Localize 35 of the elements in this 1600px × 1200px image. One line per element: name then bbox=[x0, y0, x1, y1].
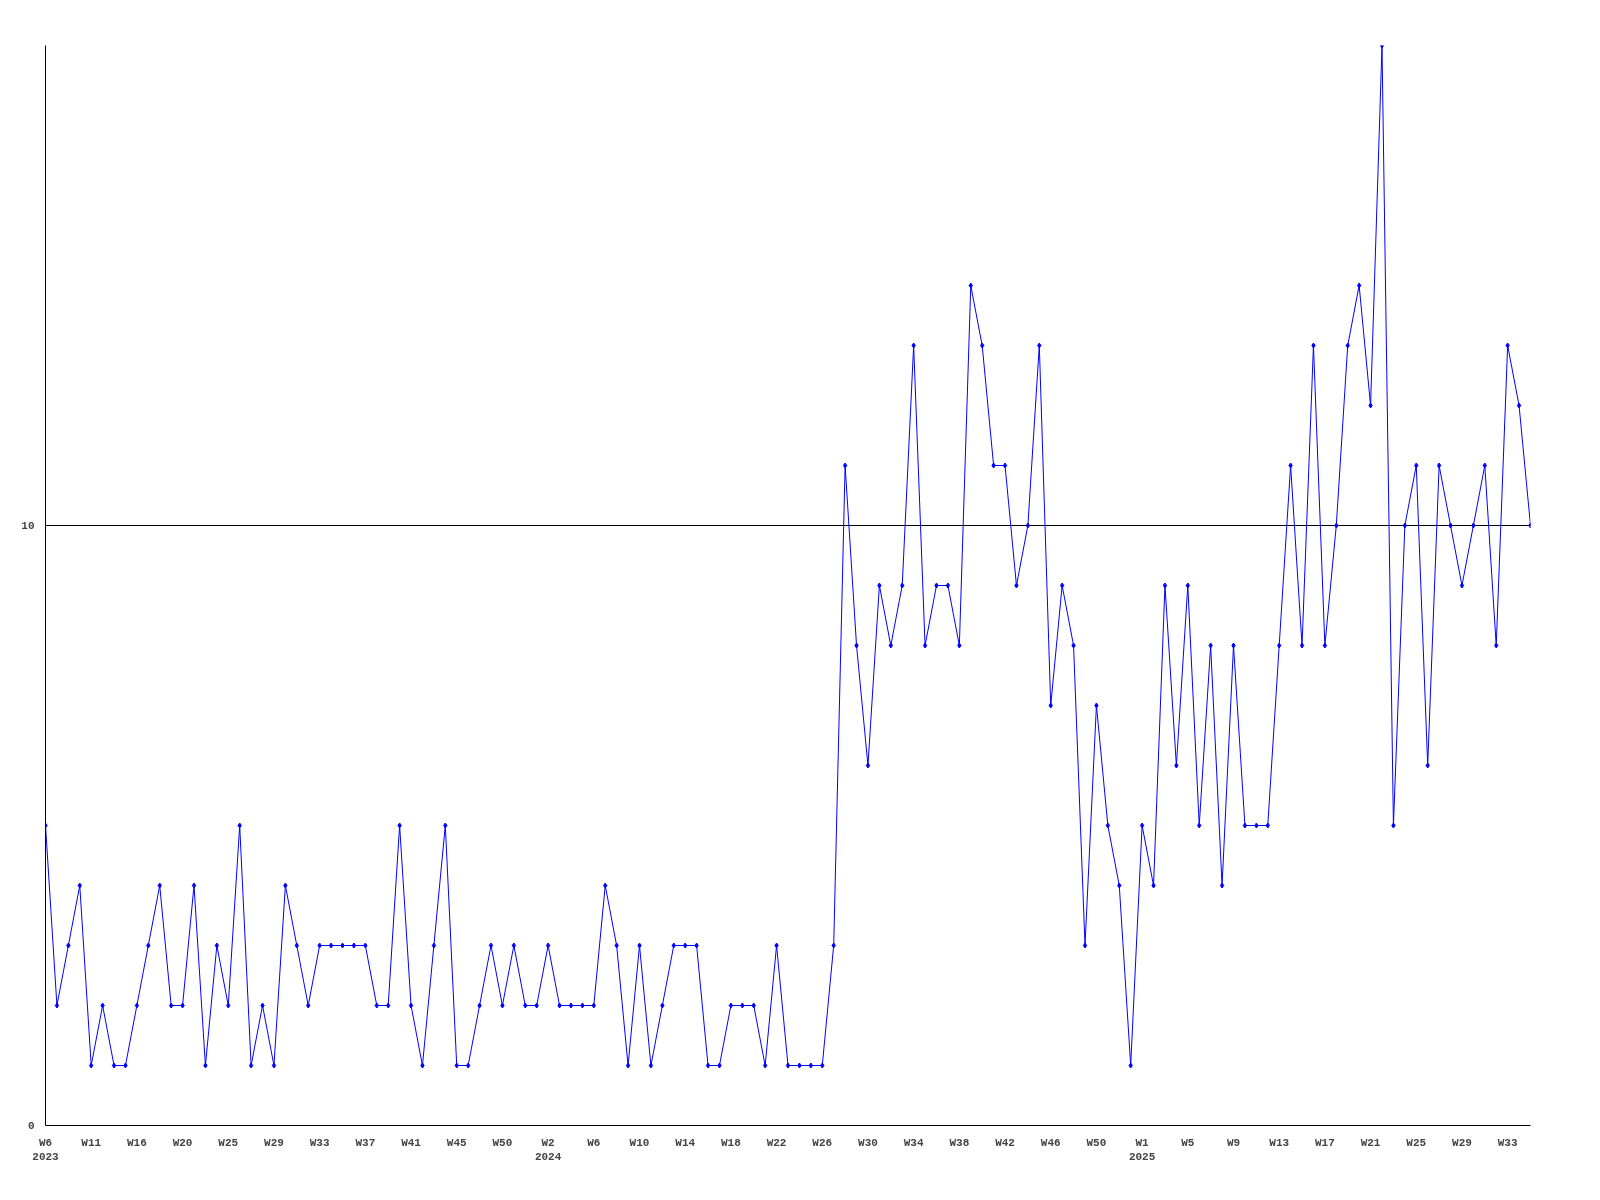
x-tick-label: W20 bbox=[172, 1136, 193, 1149]
x-tick-label: W21 bbox=[1360, 1136, 1381, 1149]
x-tick-label: W37 bbox=[355, 1136, 376, 1149]
x-tick-label: W30 bbox=[858, 1136, 878, 1149]
y-tick-label: 10 bbox=[21, 520, 35, 532]
x-tick-label: W17 bbox=[1314, 1136, 1335, 1149]
x-tick-label: W25 bbox=[1406, 1136, 1427, 1149]
x-tick-label: W26 bbox=[812, 1136, 833, 1149]
x-tick-label: W18 bbox=[720, 1136, 742, 1149]
x-tick-label: W38 bbox=[949, 1136, 970, 1149]
x-tick-label: W6 2023 bbox=[32, 1136, 60, 1163]
x-tick-label: W42 bbox=[995, 1136, 1015, 1149]
x-tick-label: W6 bbox=[587, 1136, 601, 1149]
x-tick-label: W33 bbox=[1497, 1136, 1518, 1149]
x-tick-label: W1 2025 bbox=[1128, 1136, 1156, 1163]
x-tick-label: W14 bbox=[675, 1136, 696, 1149]
x-tick-label: W22 bbox=[766, 1136, 787, 1149]
x-tick-label: W29 bbox=[264, 1136, 284, 1149]
x-tick-label: W11 bbox=[81, 1136, 102, 1149]
x-tick-label: W13 bbox=[1269, 1136, 1290, 1149]
x-tick-label: W2 2024 bbox=[534, 1136, 562, 1163]
x-tick-label: W29 bbox=[1452, 1136, 1472, 1149]
x-tick-label: W41 bbox=[401, 1136, 422, 1149]
x-tick-label: W10 bbox=[629, 1136, 650, 1149]
x-tick-label: W16 bbox=[126, 1136, 147, 1149]
x-tick-label: W50 bbox=[492, 1136, 513, 1149]
y-tick-label: 0 bbox=[27, 1120, 35, 1132]
x-tick-label: W25 bbox=[218, 1136, 239, 1149]
x-tick-label: W33 bbox=[309, 1136, 330, 1149]
x-tick-label: W9 bbox=[1226, 1136, 1241, 1149]
x-tick-label: W5 bbox=[1181, 1136, 1195, 1149]
x-tick-label: W34 bbox=[903, 1136, 924, 1149]
x-tick-label: W46 bbox=[1040, 1136, 1061, 1149]
x-tick-label: W45 bbox=[446, 1136, 468, 1149]
x-tick-label: W50 bbox=[1086, 1136, 1107, 1149]
